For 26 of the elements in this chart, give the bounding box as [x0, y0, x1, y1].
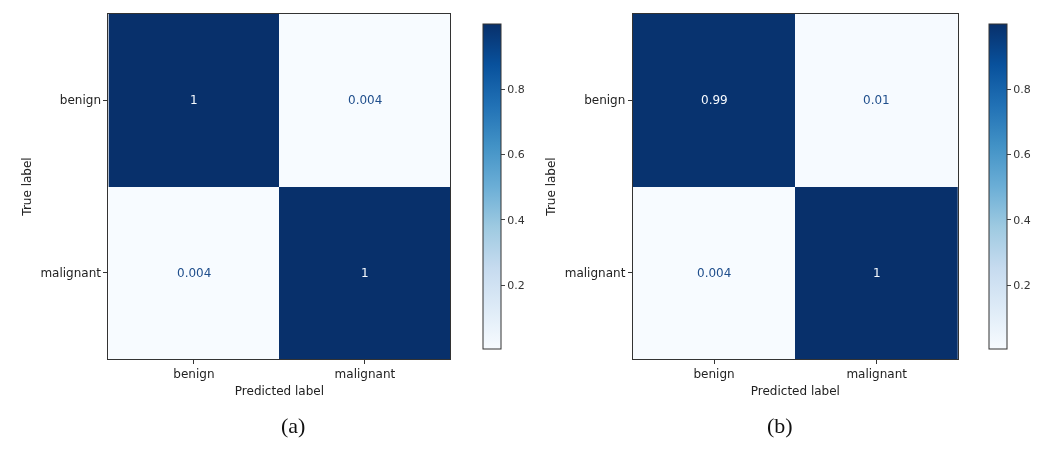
- data-label: 0.004: [348, 93, 383, 107]
- color-bar-label: 0.8: [507, 83, 525, 97]
- color-bar-label: 0.4: [507, 213, 525, 227]
- data-label: 1: [873, 266, 881, 280]
- color-bar-label: 0.2: [507, 278, 525, 292]
- data-label: 0.004: [177, 266, 212, 280]
- data-label: 0.01: [863, 93, 890, 107]
- data-label: 0.99: [701, 93, 728, 107]
- x-tick-label: malignant: [846, 367, 908, 382]
- x-axis-title: Predicted label: [234, 384, 324, 399]
- y-axis-title: True label: [544, 157, 559, 217]
- color-bar-label: 0.4: [1013, 213, 1031, 227]
- color-bar-label: 0.6: [1013, 148, 1031, 162]
- color-bar-label: 0.2: [1013, 278, 1031, 292]
- x-tick-label: benign: [173, 367, 215, 382]
- x-axis-title: Predicted label: [750, 384, 840, 399]
- data-label: 1: [361, 266, 369, 280]
- color-bar-label: 0.8: [1013, 83, 1031, 97]
- x-tick-label: malignant: [334, 367, 396, 382]
- text: (b): [767, 413, 793, 438]
- text: (a): [281, 413, 306, 438]
- y-axis-title: True label: [19, 157, 34, 217]
- color-bar-label: 0.6: [507, 148, 525, 162]
- data-label: 1: [190, 93, 198, 107]
- data-label: 0.004: [697, 266, 732, 280]
- x-tick-label: benign: [693, 367, 735, 382]
